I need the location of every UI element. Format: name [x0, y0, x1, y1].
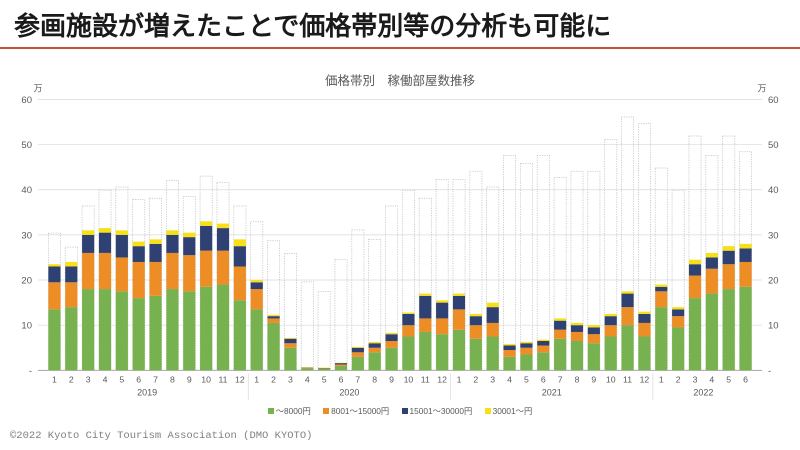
svg-text:3: 3	[693, 374, 698, 384]
svg-text:5: 5	[726, 374, 731, 384]
svg-text:2: 2	[69, 374, 74, 384]
svg-text:50: 50	[21, 140, 32, 151]
svg-text:3: 3	[86, 374, 91, 384]
svg-text:10: 10	[606, 374, 616, 384]
svg-text:4: 4	[709, 374, 714, 384]
svg-text:6: 6	[743, 374, 748, 384]
svg-text:6: 6	[136, 374, 141, 384]
svg-text:-: -	[768, 366, 771, 377]
svg-text:1: 1	[52, 374, 57, 384]
svg-text:-: -	[29, 366, 32, 377]
svg-text:10: 10	[768, 321, 779, 332]
svg-text:6: 6	[541, 374, 546, 384]
svg-text:10: 10	[201, 374, 211, 384]
svg-text:12: 12	[235, 374, 245, 384]
svg-text:12: 12	[640, 374, 650, 384]
svg-text:12: 12	[437, 374, 447, 384]
svg-text:9: 9	[187, 374, 192, 384]
svg-text:3: 3	[490, 374, 495, 384]
svg-text:4: 4	[305, 374, 310, 384]
svg-text:50: 50	[768, 140, 779, 151]
svg-text:2: 2	[473, 374, 478, 384]
svg-text:30: 30	[768, 230, 779, 241]
svg-text:2022: 2022	[693, 387, 713, 397]
svg-text:11: 11	[218, 374, 227, 384]
svg-text:2020: 2020	[339, 387, 359, 397]
svg-text:60: 60	[768, 95, 779, 106]
svg-text:8: 8	[575, 374, 580, 384]
svg-text:3: 3	[288, 374, 293, 384]
svg-text:11: 11	[623, 374, 632, 384]
svg-text:8: 8	[170, 374, 175, 384]
svg-text:40: 40	[21, 185, 32, 196]
svg-text:1: 1	[254, 374, 259, 384]
svg-text:20: 20	[768, 276, 779, 287]
svg-text:5: 5	[322, 374, 327, 384]
svg-text:2021: 2021	[542, 387, 562, 397]
svg-text:2: 2	[676, 374, 681, 384]
svg-text:11: 11	[421, 374, 430, 384]
svg-text:2: 2	[271, 374, 276, 384]
svg-text:7: 7	[558, 374, 563, 384]
svg-text:10: 10	[404, 374, 414, 384]
svg-text:10: 10	[21, 321, 32, 332]
svg-text:7: 7	[355, 374, 360, 384]
svg-text:2019: 2019	[137, 387, 157, 397]
svg-text:5: 5	[119, 374, 124, 384]
svg-text:9: 9	[389, 374, 394, 384]
svg-text:1: 1	[659, 374, 664, 384]
svg-text:1: 1	[457, 374, 462, 384]
svg-text:5: 5	[524, 374, 529, 384]
svg-text:4: 4	[507, 374, 512, 384]
svg-text:30: 30	[21, 230, 32, 241]
svg-text:20: 20	[21, 276, 32, 287]
svg-text:6: 6	[339, 374, 344, 384]
svg-text:60: 60	[21, 95, 32, 106]
svg-text:8: 8	[372, 374, 377, 384]
svg-text:4: 4	[103, 374, 108, 384]
svg-text:7: 7	[153, 374, 158, 384]
svg-text:40: 40	[768, 185, 779, 196]
svg-text:9: 9	[591, 374, 596, 384]
